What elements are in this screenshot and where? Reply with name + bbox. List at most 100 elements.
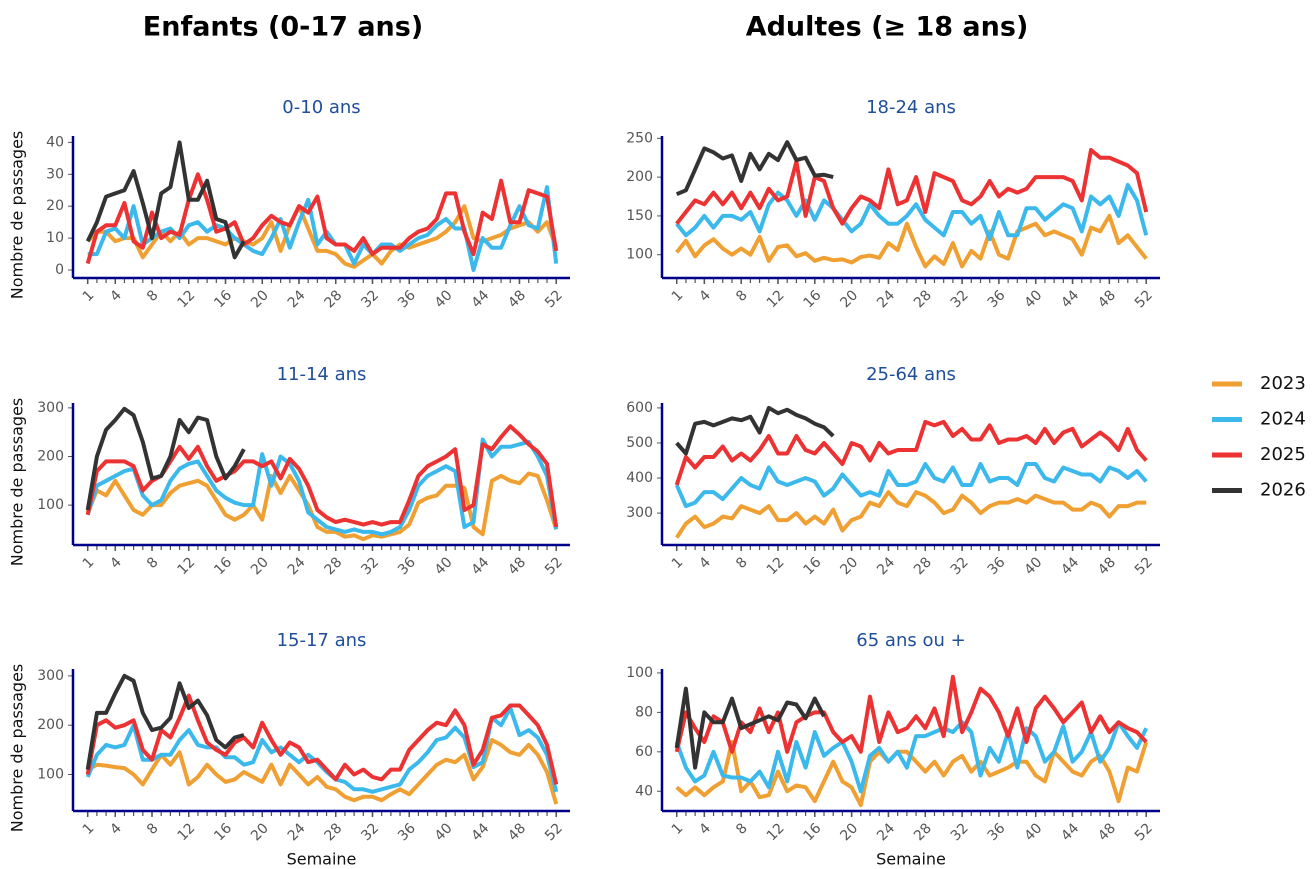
- x-tick-label: 4: [696, 554, 714, 572]
- panel-title: 0-10 ans: [282, 97, 360, 118]
- series-line: [675, 182, 1149, 242]
- series-line: [85, 172, 559, 265]
- x-tick-label: 1: [80, 820, 98, 838]
- x-tick-label: 36: [985, 287, 1009, 311]
- series-line: [674, 462, 1148, 509]
- y-tick-label: 300: [37, 400, 64, 416]
- x-tick-label: 28: [321, 820, 345, 844]
- y-tick-label: 500: [626, 435, 653, 451]
- x-tick-label: 40: [432, 287, 456, 311]
- x-tick-label: 1: [669, 287, 687, 305]
- x-tick-label: 32: [358, 820, 382, 844]
- x-tick-label: 16: [801, 554, 825, 578]
- x-tick-label: 24: [285, 287, 309, 311]
- x-tick-label: 1: [669, 554, 687, 572]
- series-line: [85, 471, 559, 542]
- x-tick-label: 32: [358, 287, 382, 311]
- x-tick-label: 24: [874, 820, 898, 844]
- x-tick-label: 48: [1095, 820, 1119, 844]
- x-tick-label: 1: [80, 554, 98, 572]
- x-tick-label: 40: [432, 554, 456, 578]
- x-tick-label: 40: [1021, 554, 1045, 578]
- x-tick-label: 4: [107, 287, 125, 305]
- y-tick-label: 200: [37, 717, 64, 733]
- x-tick-label: 36: [395, 820, 419, 844]
- panel-title: 65 ans ou +: [856, 630, 965, 651]
- x-tick-label: 24: [874, 287, 898, 311]
- x-tick-label: 52: [542, 287, 566, 311]
- panel-title: 11-14 ans: [277, 364, 367, 385]
- series-line: [85, 406, 246, 511]
- x-tick-label: 28: [321, 554, 345, 578]
- x-tick-label: 40: [432, 820, 456, 844]
- y-tick-label: 300: [626, 505, 653, 521]
- y-tick-label: 600: [626, 400, 653, 416]
- series-line: [674, 674, 1148, 754]
- y-tick-label: 0: [55, 262, 64, 278]
- series-line: [674, 686, 826, 770]
- series-line: [87, 185, 559, 272]
- x-tick-label: 52: [1132, 820, 1156, 844]
- x-tick-label: 12: [764, 820, 788, 844]
- x-tick-label: 12: [174, 554, 198, 578]
- x-tick-label: 20: [837, 287, 861, 311]
- x-tick-label: 16: [211, 287, 235, 311]
- x-tick-label: 4: [696, 287, 714, 305]
- x-tick-label: 32: [948, 287, 972, 311]
- y-tick-label: 40: [46, 134, 64, 150]
- series-line: [86, 738, 559, 805]
- panel-title: 15-17 ans: [277, 630, 367, 651]
- x-tick-label: 20: [837, 820, 861, 844]
- x-tick-label: 12: [764, 287, 788, 311]
- x-tick-label: 20: [248, 554, 272, 578]
- x-tick-label: 4: [107, 820, 125, 838]
- x-tick-label: 48: [505, 820, 529, 844]
- y-tick-label: 200: [626, 169, 653, 185]
- x-tick-label: 12: [174, 287, 198, 311]
- y-tick-label: 30: [46, 166, 64, 182]
- x-tick-label: 1: [669, 820, 687, 838]
- series-line: [85, 673, 245, 770]
- x-tick-label: 48: [505, 554, 529, 578]
- legend-label: 2026: [1260, 480, 1306, 501]
- x-tick-label: 28: [321, 287, 345, 311]
- series-line: [674, 720, 1149, 794]
- x-axis-title: Semaine: [876, 850, 946, 869]
- series-line: [675, 490, 1147, 539]
- legend-label: 2024: [1260, 409, 1306, 430]
- x-tick-label: 28: [911, 554, 935, 578]
- series-line: [675, 140, 834, 197]
- x-tick-label: 36: [985, 554, 1009, 578]
- x-tick-label: 20: [248, 820, 272, 844]
- series-line: [675, 213, 1148, 269]
- y-tick-label: 100: [37, 767, 64, 783]
- series-line: [675, 405, 835, 456]
- x-tick-label: 4: [696, 820, 714, 838]
- x-tick-label: 52: [542, 554, 566, 578]
- y-tick-label: 200: [37, 448, 64, 464]
- y-tick-label: 60: [635, 744, 653, 760]
- y-axis-title: Nombre de passages: [8, 664, 27, 833]
- x-tick-label: 32: [948, 820, 972, 844]
- x-tick-label: 44: [1058, 554, 1082, 578]
- x-tick-label: 16: [801, 820, 825, 844]
- legend-label: 2023: [1260, 373, 1306, 394]
- x-tick-label: 8: [144, 820, 162, 838]
- column-header: Enfants (0-17 ans): [143, 12, 423, 43]
- x-tick-label: 12: [764, 554, 788, 578]
- x-tick-label: 28: [911, 820, 935, 844]
- x-tick-label: 36: [395, 287, 419, 311]
- x-tick-label: 36: [395, 554, 419, 578]
- x-tick-label: 4: [107, 554, 125, 572]
- x-tick-label: 44: [468, 554, 492, 578]
- y-tick-label: 80: [635, 704, 653, 720]
- series-line: [674, 419, 1148, 486]
- y-axis-title: Nombre de passages: [8, 398, 27, 567]
- x-tick-label: 44: [1058, 287, 1082, 311]
- panel-title: 18-24 ans: [866, 97, 956, 118]
- x-tick-label: 8: [144, 554, 162, 572]
- series-line: [85, 693, 559, 785]
- y-tick-label: 10: [46, 230, 64, 246]
- panel-title: 25-64 ans: [866, 364, 956, 385]
